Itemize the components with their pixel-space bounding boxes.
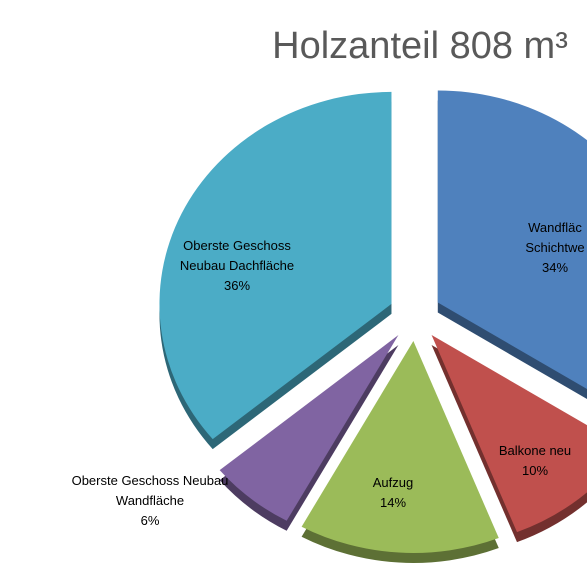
slice-label: Balkone neu	[499, 443, 571, 458]
value-label: 34%	[542, 260, 568, 275]
value-label: 36%	[224, 278, 250, 293]
slice	[301, 340, 499, 553]
value-label: 14%	[380, 495, 406, 510]
slice-label: Oberste Geschoss Neubau	[72, 473, 229, 488]
slice	[159, 91, 392, 440]
slice-label: Aufzug	[373, 475, 413, 490]
slice	[219, 335, 399, 521]
slice-label: Schichtwe	[525, 240, 584, 255]
slice-label: Neubau Dachfläche	[180, 258, 294, 273]
value-label: 6%	[141, 513, 160, 528]
chart-title: Holzanteil 808 m³	[272, 25, 568, 67]
slice-label: Wandfläche	[116, 493, 184, 508]
slice-label: Wandfläc	[528, 220, 582, 235]
slice	[437, 90, 587, 390]
value-label: 10%	[522, 463, 548, 478]
slice	[431, 335, 587, 533]
slice-label: Oberste Geschoss	[183, 238, 291, 253]
